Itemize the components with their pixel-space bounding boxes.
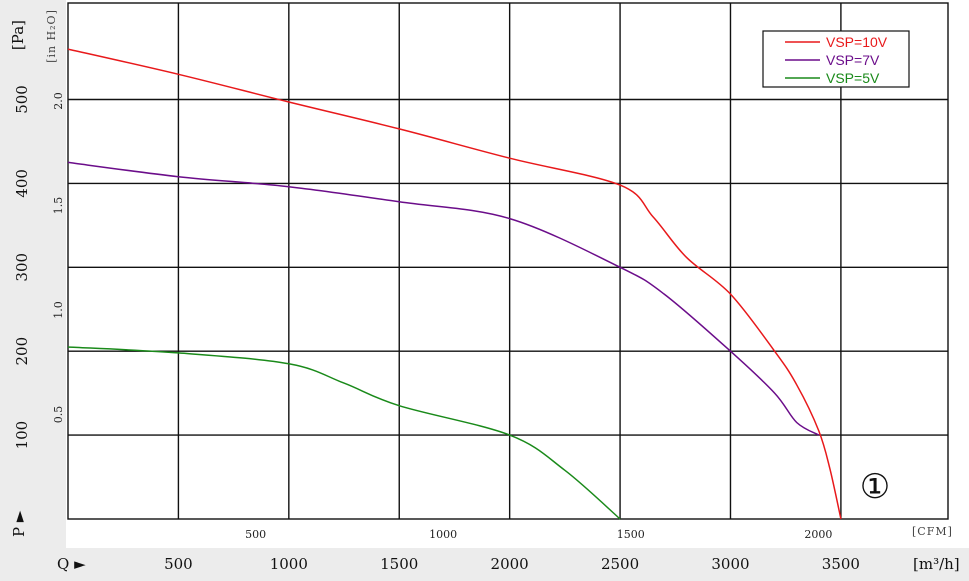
grid: [67, 2, 949, 520]
curve-annotation: ①: [860, 467, 890, 507]
y-axis-band: [0, 0, 66, 581]
x-axis-band: [0, 548, 969, 581]
tick-labels: 500 1000 1500 2000 2500 3000 3500 500 1000 1500 20…: [13, 85, 860, 573]
x-secondary-unit-label: [CFM]: [912, 525, 953, 538]
legend-label-vsp10: VSP=10V: [826, 34, 888, 50]
plot-frame: [67, 2, 949, 520]
series-line-vsp-7v: [67, 161, 820, 436]
series-line-vsp-10v: [67, 48, 842, 520]
series-lines: [67, 48, 842, 520]
x-secondary-tick-label: 500: [245, 528, 266, 541]
x-unit-label: [m³/h]: [913, 555, 960, 573]
x-tick-label: 2500: [601, 555, 639, 573]
x-secondary-tick-label: 1000: [429, 528, 457, 541]
y-tick-label: 500: [13, 85, 31, 114]
x-axis-prefix: Q ►: [57, 555, 86, 573]
y-axis-prefix: P ►: [10, 510, 28, 537]
x-tick-label: 3500: [822, 555, 860, 573]
y-secondary-tick-label: 1.0: [52, 301, 65, 319]
y-secondary-tick-label: 2.0: [52, 92, 65, 110]
series-line-vsp-5v: [67, 346, 621, 520]
y-secondary-tick-label: 1.5: [52, 197, 65, 215]
y-unit-label: [Pa]: [9, 20, 27, 50]
y-secondary-tick-label: 0.5: [52, 406, 65, 424]
y-tick-label: 200: [13, 337, 31, 366]
y-tick-label: 400: [13, 169, 31, 198]
x-tick-label: 1500: [380, 555, 418, 573]
x-tick-label: 2000: [491, 555, 529, 573]
x-secondary-tick-label: 2000: [804, 528, 832, 541]
y-secondary-unit-label: [in H₂O]: [45, 9, 58, 63]
x-tick-label: 500: [164, 555, 193, 573]
legend: VSP=10V VSP=7V VSP=5V: [762, 30, 910, 88]
legend-label-vsp7: VSP=7V: [826, 52, 880, 68]
x-tick-label: 3000: [711, 555, 749, 573]
y-tick-label: 100: [13, 421, 31, 450]
x-secondary-tick-label: 1500: [617, 528, 645, 541]
y-tick-label: 300: [13, 253, 31, 282]
legend-label-vsp5: VSP=5V: [826, 70, 880, 86]
x-tick-label: 1000: [270, 555, 308, 573]
